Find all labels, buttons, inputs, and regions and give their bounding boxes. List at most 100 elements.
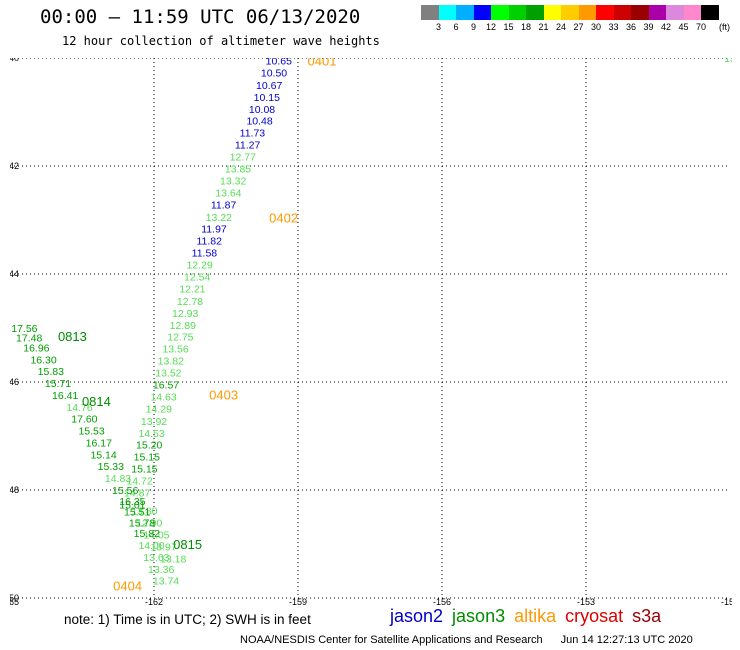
- legend-swatch: [438, 5, 456, 20]
- swh-value: 16.35: [119, 496, 145, 508]
- swh-value: 14.72: [126, 475, 152, 487]
- swh-value: 15.15: [134, 452, 160, 464]
- swh-value: 13.52: [155, 367, 181, 379]
- legend-swatch: [421, 5, 439, 20]
- legend-swatch: [526, 5, 544, 20]
- swh-value: 14.87: [124, 488, 150, 500]
- swh-value: 11.87: [211, 199, 237, 211]
- x-tick-label: -162: [145, 597, 163, 606]
- swh-value: 10.50: [261, 68, 287, 80]
- legend-swatch: [578, 5, 596, 20]
- color-legend-labels: 3 6 9 12 15 18 21 24 27 30 33 36 39 42 45 70 (ft): [421, 22, 740, 34]
- legend-swatch: [613, 5, 631, 20]
- x-tick-label: -153: [577, 597, 595, 606]
- swh-value: 15.51: [124, 507, 150, 519]
- swh-value: 15: [724, 58, 732, 65]
- swh-value: 14.29: [146, 403, 172, 415]
- swh-value: 17.60: [71, 414, 97, 426]
- legend-swatch: [491, 5, 509, 20]
- swh-value: 15.56: [112, 485, 138, 497]
- swh-value: 11.73: [240, 128, 266, 140]
- legend-label: 39: [643, 22, 654, 32]
- legend-label: 15: [503, 22, 514, 32]
- legend-swatch: [456, 5, 474, 20]
- swh-value: 11.82: [196, 236, 222, 248]
- legend-swatch: [543, 5, 561, 20]
- swh-value: 14.05: [143, 529, 169, 541]
- legend-label: 42: [660, 22, 672, 32]
- swh-value: 15.15: [131, 463, 157, 475]
- legend-label: 27: [573, 22, 584, 32]
- legend-label: 9: [470, 22, 477, 32]
- swh-value: 12.90: [136, 517, 162, 529]
- swh-value: 12.78: [177, 296, 203, 308]
- swh-value: 16.41: [52, 390, 78, 402]
- swh-value: 14.76: [66, 402, 92, 414]
- swh-value: 14.00: [138, 540, 164, 552]
- x-tick-label: -165: [10, 597, 19, 606]
- y-tick-label: -44: [10, 269, 19, 279]
- legend-swatch: [473, 5, 491, 20]
- satellite-s3a: s3a: [632, 606, 662, 626]
- legend-swatch: [561, 5, 579, 20]
- legend-swatch: [701, 5, 719, 20]
- swh-value: 14.83: [105, 473, 131, 485]
- swh-value: 13.82: [158, 355, 184, 367]
- swh-value: 13.63: [143, 552, 169, 564]
- swh-value: 14.63: [150, 392, 176, 404]
- y-tick-label: -40: [10, 58, 19, 63]
- swh-value: 15.14: [90, 449, 116, 461]
- swh-value: 16.30: [30, 354, 56, 366]
- legend-label: 12: [485, 22, 497, 32]
- color-legend: [421, 5, 719, 20]
- satellite-jason2: jason2: [390, 606, 444, 626]
- swh-value: 15.82: [134, 528, 160, 540]
- swh-value: 15.78: [129, 517, 155, 529]
- swh-value: 12.54: [184, 272, 210, 284]
- swh-value: 10.67: [256, 80, 282, 92]
- swh-value: 13.56: [162, 344, 188, 356]
- pass-time-label: 0813: [58, 329, 87, 344]
- swh-value: 15.53: [78, 426, 104, 438]
- y-tick-label: -50: [10, 593, 19, 603]
- y-tick-label: -46: [10, 377, 19, 387]
- legend-label: 30: [590, 22, 602, 32]
- legend-label: 3: [435, 22, 442, 32]
- swh-value: 12.75: [167, 332, 193, 344]
- legend-swatch: [508, 5, 526, 20]
- satellite-jason3: jason3: [452, 606, 506, 626]
- legend-label: 18: [520, 22, 532, 32]
- swh-value: 17.48: [16, 333, 42, 345]
- swh-value: 13.74: [153, 576, 179, 588]
- swh-value: 14.53: [138, 428, 164, 440]
- swh-value: 13.22: [206, 212, 232, 224]
- units-note: note: 1) Time is in UTC; 2) SWH is in fe…: [64, 612, 311, 627]
- swh-value: 15.33: [98, 461, 124, 473]
- satellite-legend: jason2 jason3 altika cryosat s3a: [390, 606, 670, 627]
- swh-value: 13.80: [131, 506, 157, 518]
- swh-value: 17.56: [11, 323, 37, 335]
- satellite-altika: altika: [514, 606, 557, 626]
- legend-label: (ft): [719, 22, 730, 32]
- swh-value: 13.32: [220, 176, 246, 188]
- legend-label: 24: [555, 22, 567, 32]
- swh-value: 12.77: [230, 151, 256, 163]
- x-tick-label: -150: [721, 597, 732, 606]
- legend-label: 70: [695, 22, 707, 32]
- swh-value: 10.08: [249, 104, 275, 116]
- swh-value: 11.27: [235, 139, 261, 151]
- swh-value: 15.01: [119, 500, 145, 512]
- chart-title: 00:00 – 11:59 UTC 06/13/2020: [40, 6, 361, 28]
- legend-label: 45: [678, 22, 689, 32]
- credit-text: NOAA/NESDIS Center for Satellite Applica…: [240, 634, 543, 646]
- swh-value: 13.36: [148, 564, 174, 576]
- swh-value: 13.97: [150, 542, 176, 554]
- pass-time-label: 0401: [308, 58, 337, 69]
- x-tick-label: -156: [433, 597, 451, 606]
- swh-value: 15.83: [38, 366, 64, 378]
- credit-line: NOAA/NESDIS Center for Satellite Applica…: [240, 634, 693, 646]
- swh-value: 16.17: [86, 437, 112, 449]
- swh-value: 13.85: [225, 164, 251, 176]
- swh-value: 12.29: [186, 259, 212, 271]
- pass-time-label: 0404: [113, 579, 142, 594]
